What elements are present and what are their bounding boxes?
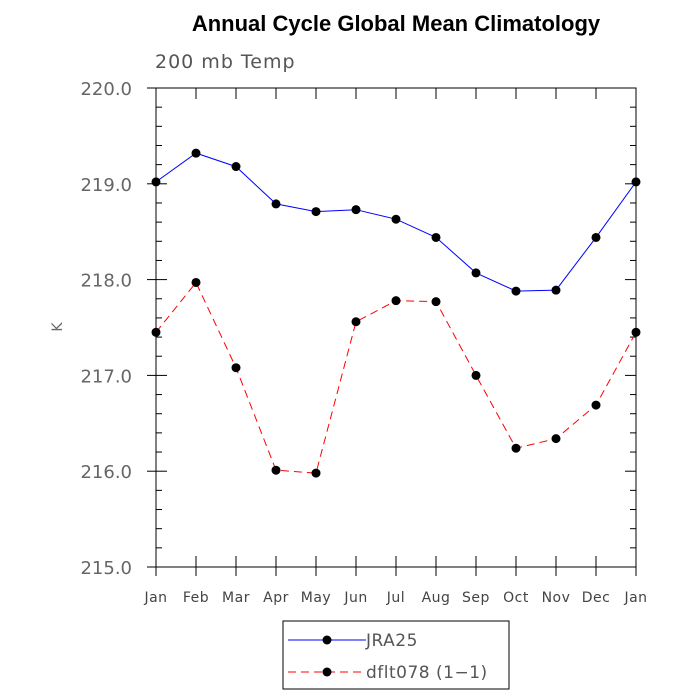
series-point-1 xyxy=(191,277,201,287)
series-point-0 xyxy=(391,214,401,224)
x-tick-label: Jul xyxy=(386,590,405,606)
series-layer xyxy=(151,148,641,478)
y-tick-label: 215.0 xyxy=(80,558,132,579)
series-point-0 xyxy=(551,285,561,295)
y-tick-label: 217.0 xyxy=(80,366,132,387)
series-point-0 xyxy=(591,232,601,242)
series-point-1 xyxy=(231,363,241,373)
legend-marker-1 xyxy=(322,667,332,677)
series-point-1 xyxy=(551,434,561,444)
y-tick-label: 218.0 xyxy=(80,271,132,292)
y-tick-label: 216.0 xyxy=(80,462,132,483)
series-point-0 xyxy=(151,177,161,187)
legend-label-0: JRA25 xyxy=(365,631,418,651)
x-tick-label: Aug xyxy=(422,590,451,606)
x-tick-label: Jan xyxy=(143,590,167,606)
series-point-0 xyxy=(271,199,281,209)
series-point-1 xyxy=(511,443,521,453)
legend-items: JRA25 dflt078 (1−1) xyxy=(288,631,488,683)
series-point-0 xyxy=(431,232,441,242)
series-point-0 xyxy=(191,148,201,158)
axis-ticks xyxy=(147,87,637,576)
x-tick-label: Jun xyxy=(343,590,367,606)
x-tick-label: Feb xyxy=(183,590,209,606)
plot-frame xyxy=(155,87,637,568)
chart-title: Annual Cycle Global Mean Climatology xyxy=(192,11,601,36)
series-point-1 xyxy=(631,327,641,337)
y-tick-labels: 215.0 216.0 217.0 218.0 219.0 220.0 xyxy=(80,79,132,579)
x-tick-label: Sep xyxy=(462,590,490,606)
series-point-1 xyxy=(151,327,161,337)
legend-marker-0 xyxy=(322,635,332,645)
series-line-1 xyxy=(155,281,637,474)
series-point-0 xyxy=(351,205,361,215)
chart-subtitle: 200 mb Temp xyxy=(155,51,296,73)
x-tick-label: May xyxy=(301,590,331,606)
series-point-0 xyxy=(511,286,521,296)
series-point-0 xyxy=(231,162,241,172)
series-point-1 xyxy=(391,296,401,306)
legend-box xyxy=(282,620,510,690)
series-point-1 xyxy=(351,317,361,327)
x-tick-label: Apr xyxy=(263,590,289,606)
series-point-1 xyxy=(431,297,441,307)
x-tick-label: Oct xyxy=(503,590,529,606)
series-point-1 xyxy=(271,465,281,475)
x-tick-label: Jan xyxy=(623,590,647,606)
series-point-1 xyxy=(471,370,481,380)
y-tick-label: 220.0 xyxy=(80,79,132,100)
x-tick-label: Dec xyxy=(582,590,611,606)
series-point-0 xyxy=(471,268,481,278)
x-tick-label: Nov xyxy=(542,590,571,606)
series-point-0 xyxy=(311,207,321,217)
y-tick-label: 219.0 xyxy=(80,175,132,196)
legend-label-1: dflt078 (1−1) xyxy=(366,663,488,683)
series-point-1 xyxy=(591,400,601,410)
x-tick-labels: Jan Feb Mar Apr May Jun Jul Aug Sep Oct Nov Dec Jan xyxy=(143,590,647,606)
x-tick-label: Mar xyxy=(222,590,250,606)
legend: JRA25 dflt078 (1−1) xyxy=(282,620,510,690)
series-point-1 xyxy=(311,468,321,478)
series-point-0 xyxy=(631,177,641,187)
y-axis-label: K xyxy=(50,322,66,332)
